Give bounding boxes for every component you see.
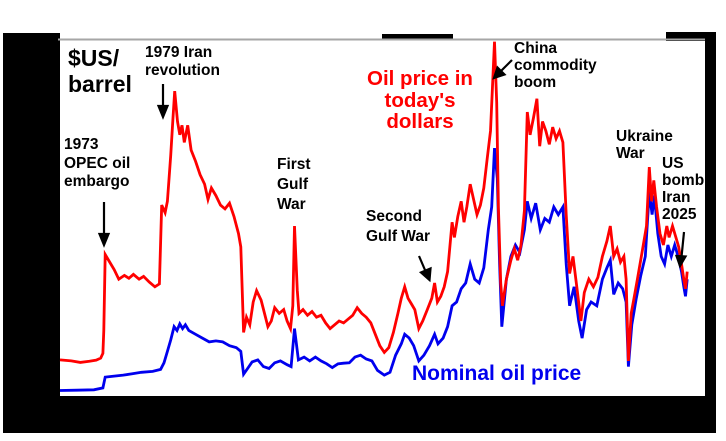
- second-gulf-war-arrow: [417, 255, 432, 283]
- y-axis-unit-label: $US/ barrel: [68, 45, 132, 97]
- nominal-price-line: [59, 147, 689, 392]
- annotation-ukraine-war: Ukraine War: [616, 128, 673, 162]
- opec-embargo-arrow: [97, 202, 111, 248]
- background-band-bottom: [3, 396, 716, 433]
- annotation-1973-opec-embargo: 1973 OPEC oil embargo: [64, 136, 131, 190]
- annotation-us-bomb-iran-2025: US bomb Iran 2025: [662, 155, 705, 223]
- background-corner-topright: [666, 32, 716, 41]
- annotation-china-commodity-boom: China commodity boom: [514, 40, 597, 91]
- china-boom-arrow: [492, 59, 513, 80]
- real-price-series-label: Oil price in today's dollars: [367, 67, 473, 133]
- annotation-1979-iran-revolution: 1979 Iran revolution: [145, 44, 220, 79]
- annotation-second-gulf-war: Second Gulf War: [366, 208, 431, 245]
- real-price-line: [59, 41, 689, 364]
- nominal-price-series-label: Nominal oil price: [412, 362, 582, 385]
- top-edge-bar: [382, 34, 453, 39]
- background-band-left: [3, 33, 60, 433]
- us-bomb-iran-arrow: [674, 231, 688, 269]
- background-band-right: [705, 32, 716, 396]
- annotation-first-gulf-war: First Gulf War: [277, 156, 311, 213]
- iran-revolution-arrow: [156, 84, 170, 120]
